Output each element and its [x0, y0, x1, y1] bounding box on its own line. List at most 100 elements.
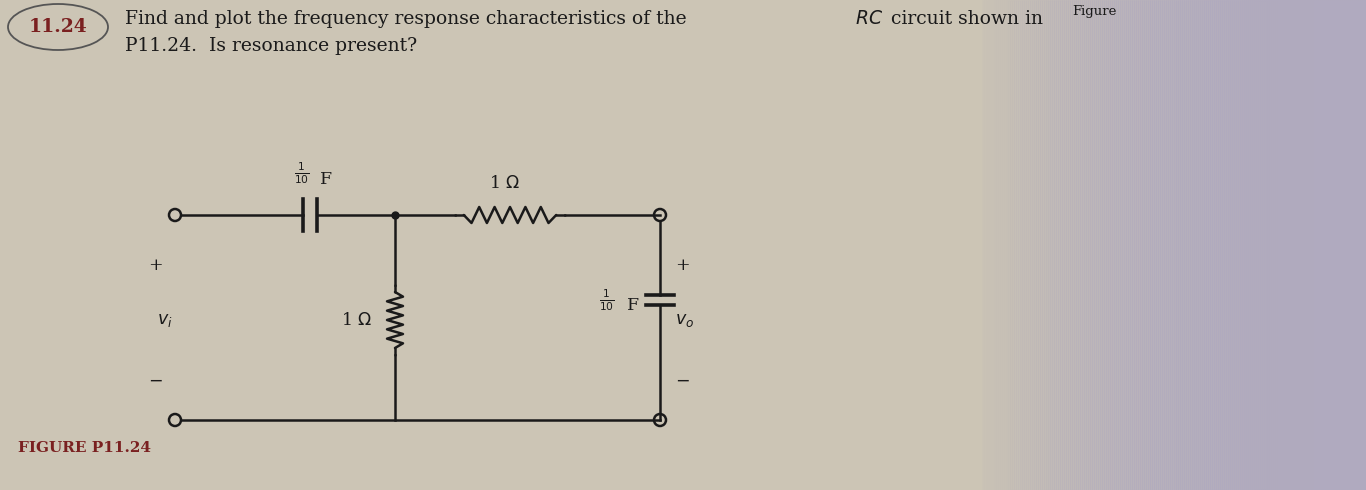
Bar [1335, 0, 1336, 490]
Bar [1132, 0, 1134, 490]
Text: FIGURE P11.24: FIGURE P11.24 [18, 441, 152, 455]
Text: Find and plot the frequency response characteristics of the: Find and plot the frequency response cha… [126, 10, 693, 28]
Text: $\frac{1}{10}$: $\frac{1}{10}$ [294, 160, 310, 186]
Bar [1341, 0, 1344, 490]
Bar [1254, 0, 1255, 490]
Text: P11.24.  Is resonance present?: P11.24. Is resonance present? [126, 37, 417, 55]
Bar [1250, 0, 1253, 490]
Bar [1362, 0, 1365, 490]
Bar [1322, 0, 1324, 490]
Bar [1358, 0, 1361, 490]
Bar [1348, 0, 1350, 490]
Bar [992, 0, 994, 490]
Bar [1090, 0, 1091, 490]
Bar [1280, 0, 1283, 490]
Bar [1274, 0, 1276, 490]
Bar [1266, 0, 1268, 490]
Bar [1152, 0, 1154, 490]
Bar [1176, 0, 1177, 490]
Bar [1076, 0, 1078, 490]
Bar [1285, 0, 1288, 490]
Bar [1361, 0, 1362, 490]
Bar [1012, 0, 1014, 490]
Bar [1306, 0, 1309, 490]
Bar [1270, 0, 1272, 490]
Bar [1150, 0, 1152, 490]
Bar [1296, 0, 1298, 490]
Bar [1156, 0, 1158, 490]
Bar [1068, 0, 1070, 490]
Bar [1082, 0, 1085, 490]
Bar [1365, 0, 1366, 490]
Bar [1186, 0, 1188, 490]
Bar [1158, 0, 1160, 490]
Bar [1154, 0, 1156, 490]
Bar [1034, 0, 1035, 490]
Bar [1203, 0, 1206, 490]
Bar [1162, 0, 1164, 490]
Bar [1290, 0, 1292, 490]
Bar [982, 0, 984, 490]
Bar [1171, 0, 1172, 490]
Bar [1206, 0, 1208, 490]
Bar [1085, 0, 1086, 490]
Bar [1117, 0, 1120, 490]
Bar [1056, 0, 1059, 490]
Bar [1022, 0, 1024, 490]
Bar [1009, 0, 1012, 490]
Bar [1044, 0, 1046, 490]
Bar [1031, 0, 1034, 490]
Bar [1314, 0, 1315, 490]
Bar [1038, 0, 1040, 490]
Bar [1016, 0, 1018, 490]
Bar [1240, 0, 1242, 490]
Bar [1128, 0, 1130, 490]
Bar [1060, 0, 1061, 490]
Text: +: + [148, 256, 163, 273]
Bar [1024, 0, 1026, 490]
Bar [1318, 0, 1320, 490]
Bar [1086, 0, 1087, 490]
Bar [986, 0, 988, 490]
Bar [1046, 0, 1048, 490]
Bar [1305, 0, 1306, 490]
Text: +: + [675, 256, 690, 273]
Bar [1142, 0, 1143, 490]
Bar [1064, 0, 1065, 490]
Bar [1040, 0, 1042, 490]
Bar [1100, 0, 1102, 490]
Bar [1143, 0, 1146, 490]
Bar [1030, 0, 1031, 490]
Bar [1000, 0, 1003, 490]
Bar [1216, 0, 1218, 490]
Bar [1106, 0, 1108, 490]
Bar [1208, 0, 1210, 490]
Bar [1026, 0, 1029, 490]
Bar [1346, 0, 1348, 490]
Bar [1238, 0, 1240, 490]
Bar [1112, 0, 1115, 490]
Bar [1262, 0, 1264, 490]
Bar [1279, 0, 1280, 490]
Bar [1202, 0, 1203, 490]
Bar [1298, 0, 1300, 490]
Bar [1042, 0, 1044, 490]
Bar [1190, 0, 1193, 490]
Bar [1164, 0, 1167, 490]
Bar [1061, 0, 1064, 490]
Bar [1284, 0, 1285, 490]
Bar [1310, 0, 1311, 490]
Bar [1070, 0, 1072, 490]
Text: 1 $\Omega$: 1 $\Omega$ [342, 312, 373, 328]
Bar [1005, 0, 1008, 490]
Bar [1232, 0, 1233, 490]
Bar [979, 0, 982, 490]
Bar [1087, 0, 1090, 490]
Bar [1078, 0, 1081, 490]
Bar [1339, 0, 1340, 490]
Bar [1081, 0, 1082, 490]
Bar [990, 0, 992, 490]
Text: 1 $\Omega$: 1 $\Omega$ [489, 174, 520, 192]
Bar [1212, 0, 1214, 490]
Bar [1130, 0, 1132, 490]
